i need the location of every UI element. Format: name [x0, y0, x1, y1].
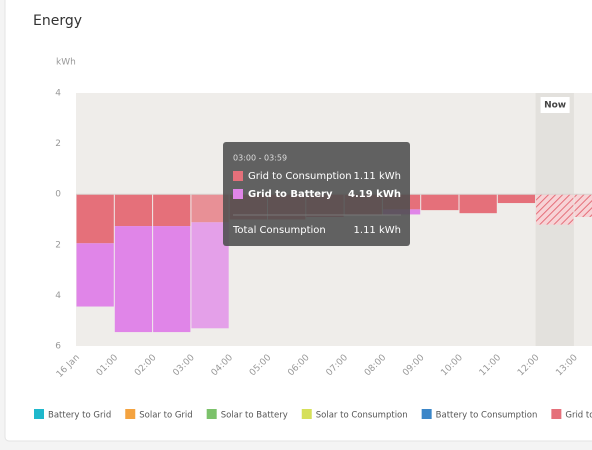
tooltip-name: Grid to Consumption [248, 171, 352, 182]
legend-label: Grid to Consumption [565, 411, 592, 421]
legend-label: Battery to Grid [48, 411, 111, 421]
legend-swatch [551, 409, 562, 419]
bar [574, 194, 592, 217]
bar [76, 243, 114, 307]
bar [114, 194, 153, 227]
legend-swatch [206, 409, 217, 419]
tooltip-value: 4.19 kWh [348, 189, 401, 200]
bar [421, 194, 459, 211]
tooltip [223, 142, 410, 246]
y-axis-label: kWh [56, 58, 76, 68]
tooltip-name: Grid to Battery [248, 189, 333, 200]
bar [153, 194, 191, 227]
legend-label: Solar to Consumption [316, 411, 408, 421]
y-tick-label: 4 [55, 89, 61, 99]
tooltip-swatch [233, 171, 243, 181]
bar [191, 222, 229, 329]
y-tick-label: 4 [55, 291, 61, 301]
y-tick-label: 2 [55, 139, 61, 149]
bar [536, 194, 574, 225]
bar [114, 226, 153, 333]
tooltip-value: 1.11 kWh [354, 171, 401, 182]
y-tick-label: 6 [55, 342, 61, 352]
tooltip-swatch [233, 189, 243, 199]
legend-label: Battery to Consumption [436, 411, 538, 421]
bar [153, 226, 191, 333]
tooltip-title: 03:00 - 03:59 [233, 154, 287, 163]
legend-label: Solar to Grid [139, 411, 192, 421]
tooltip-total-value: 1.11 kWh [354, 225, 401, 236]
y-tick-label: 0 [55, 190, 61, 200]
bar [497, 194, 536, 204]
legend-swatch [34, 409, 44, 419]
legend-swatch [125, 409, 136, 419]
tooltip-total-name: Total Consumption [232, 225, 326, 236]
y-tick-label: 2 [55, 240, 61, 250]
bar [191, 194, 229, 223]
now-label: Now [544, 101, 566, 111]
legend-label: Solar to Battery [221, 411, 288, 421]
legend-swatch [301, 409, 312, 419]
legend-swatch [421, 409, 432, 419]
chart-title: Energy [33, 13, 82, 29]
bar [76, 194, 114, 244]
bar [459, 194, 497, 214]
now-badge [540, 97, 570, 113]
